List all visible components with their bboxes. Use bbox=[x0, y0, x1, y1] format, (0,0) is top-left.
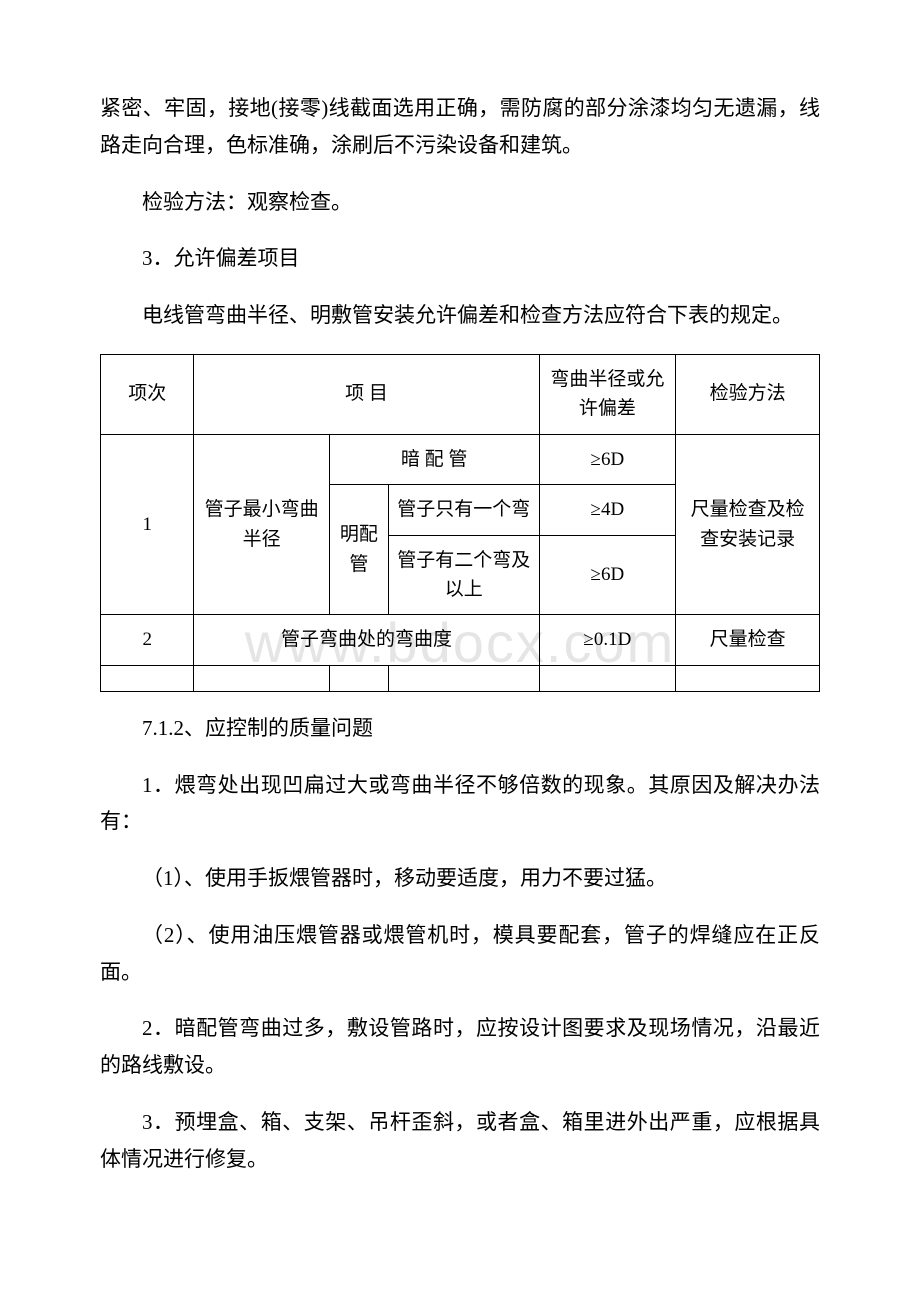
cell-val: ≥0.1D bbox=[539, 615, 676, 665]
cell-item: 管子弯曲处的弯曲度 bbox=[194, 615, 539, 665]
cell-sub: 管子只有一个弯 bbox=[389, 485, 540, 535]
paragraph: 3．预埋盒、箱、支架、吊杆歪斜，或者盒、箱里进外出严重，应根据具体情况进行修复。 bbox=[100, 1104, 820, 1178]
paragraph: 1．煨弯处出现凹扁过大或弯曲半径不够倍数的现象。其原因及解决办法有： bbox=[100, 767, 820, 841]
deviation-table: 项次 项 目 弯曲半径或允许偏差 检验方法 1 管子最小弯曲半径 暗 配 管 ≥… bbox=[100, 354, 820, 692]
paragraph: （2）、使用油压煨管器或煨管机时，模具要配套，管子的焊缝应在正反面。 bbox=[100, 917, 820, 991]
table-row: 1 管子最小弯曲半径 暗 配 管 ≥6D 尺量检查及检查安装记录 bbox=[101, 434, 820, 484]
paragraph: 2．暗配管弯曲过多，敷设管路时，应按设计图要求及现场情况，沿最近的路线敷设。 bbox=[100, 1010, 820, 1084]
empty-cell bbox=[329, 665, 388, 691]
empty-cell bbox=[101, 665, 194, 691]
paragraph: 3．允许偏差项目 bbox=[100, 240, 820, 277]
table-row: 2 管子弯曲处的弯曲度 ≥0.1D 尺量检查 bbox=[101, 615, 820, 665]
cell-sub: 管子有二个弯及以上 bbox=[389, 535, 540, 615]
header-cell: 项次 bbox=[101, 354, 194, 434]
document-body: 紧密、牢固，接地(接零)线截面选用正确，需防腐的部分涂漆均匀无遗漏，线路走向合理… bbox=[100, 90, 820, 1177]
cell-seq: 1 bbox=[101, 434, 194, 615]
cell-sub: 明配管 bbox=[329, 485, 388, 615]
cell-val: ≥6D bbox=[539, 434, 676, 484]
paragraph: 7.1.2、应控制的质量问题 bbox=[100, 710, 820, 747]
cell-method: 尺量检查 bbox=[676, 615, 820, 665]
empty-cell bbox=[389, 665, 540, 691]
cell-val: ≥6D bbox=[539, 535, 676, 615]
cell-method: 尺量检查及检查安装记录 bbox=[676, 434, 820, 615]
empty-cell bbox=[676, 665, 820, 691]
empty-cell bbox=[539, 665, 676, 691]
paragraph: 紧密、牢固，接地(接零)线截面选用正确，需防腐的部分涂漆均匀无遗漏，线路走向合理… bbox=[100, 90, 820, 164]
table-empty-row bbox=[101, 665, 820, 691]
header-cell: 检验方法 bbox=[676, 354, 820, 434]
cell-val: ≥4D bbox=[539, 485, 676, 535]
cell-item: 管子最小弯曲半径 bbox=[194, 434, 329, 615]
table-header-row: 项次 项 目 弯曲半径或允许偏差 检验方法 bbox=[101, 354, 820, 434]
header-cell: 项 目 bbox=[194, 354, 539, 434]
cell-seq: 2 bbox=[101, 615, 194, 665]
empty-cell bbox=[194, 665, 329, 691]
header-cell: 弯曲半径或允许偏差 bbox=[539, 354, 676, 434]
paragraph: 电线管弯曲半径、明敷管安装允许偏差和检查方法应符合下表的规定。 bbox=[100, 297, 820, 334]
paragraph: 检验方法：观察检查。 bbox=[100, 184, 820, 221]
cell-sub: 暗 配 管 bbox=[329, 434, 539, 484]
paragraph: （1）、使用手扳煨管器时，移动要适度，用力不要过猛。 bbox=[100, 860, 820, 897]
